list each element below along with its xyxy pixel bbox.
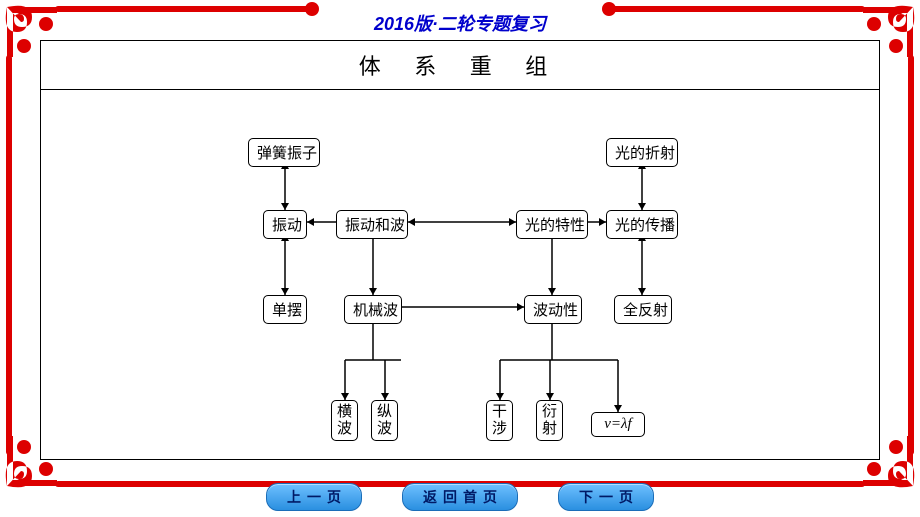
frame-cap (602, 2, 616, 16)
content-frame: 体 系 重 组 弹簧振子 光的折射振动振动和波 光的特性光的传播单摆 机械波 波动性 全反… (40, 40, 880, 460)
node-n3: 振动 (263, 210, 307, 239)
node-n13: 干涉 (486, 400, 513, 441)
concept-diagram: 弹簧振子 光的折射振动振动和波 光的特性光的传播单摆 机械波 波动性 全反射横波纵波 干涉衍… (41, 90, 879, 460)
node-n7: 单摆 (263, 295, 307, 324)
footer-nav: 上一页 返回首页 下一页 (0, 483, 920, 511)
node-n11: 横波 (331, 400, 358, 441)
node-n1: 弹簧振子 (248, 138, 320, 167)
node-n14: 衍射 (536, 400, 563, 441)
node-n4: 振动和波 (336, 210, 408, 239)
frame-bar (908, 55, 914, 455)
home-button[interactable]: 返回首页 (402, 483, 518, 511)
node-n2: 光的折射 (606, 138, 678, 167)
frame-bar (6, 55, 12, 455)
frame-bar (610, 6, 865, 12)
node-n6: 光的传播 (606, 210, 678, 239)
prev-button[interactable]: 上一页 (266, 483, 362, 511)
frame-bar (55, 6, 310, 12)
node-n8: 机械波 (344, 295, 402, 324)
node-n5: 光的特性 (516, 210, 588, 239)
header-title: 2016版·二轮专题复习 (0, 10, 920, 36)
section-title: 体 系 重 组 (41, 41, 879, 89)
frame-cap (305, 2, 319, 16)
node-n10: 全反射 (614, 295, 672, 324)
node-n12: 纵波 (371, 400, 398, 441)
next-button[interactable]: 下一页 (558, 483, 654, 511)
node-n9: 波动性 (524, 295, 582, 324)
node-n15: v=λf (591, 412, 645, 437)
